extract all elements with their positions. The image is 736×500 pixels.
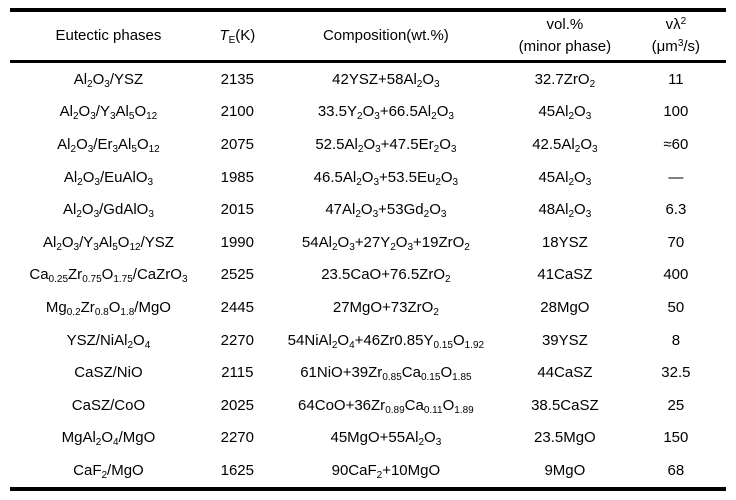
- col-header-v-lambda-squared: vλ2 (μm3/s): [625, 10, 726, 63]
- cell-vol: 28MgO: [540, 298, 590, 316]
- cell-phases: CaF2/MgO: [73, 461, 144, 481]
- cell-phases: YSZ/NiAl2O4: [66, 331, 151, 351]
- cell-vlambda: 11: [668, 70, 684, 88]
- cell-phases: Al2O3/Y3Al5O12/YSZ: [42, 233, 174, 253]
- table-row: Al2O3/Er3Al5O12 2075 52.5Al2O3+47.5Er2O3 42…: [10, 128, 726, 161]
- cell-te: 2525: [220, 266, 254, 284]
- cell-vol: 48Al2O3: [538, 201, 592, 220]
- cell-te: 2115: [221, 364, 254, 382]
- col-header-composition: Composition(wt.%): [267, 10, 505, 63]
- table-row: Al2O3/Y3Al5O12 2100 33.5Y2O3+66.5Al2O3 45Al…: [10, 96, 726, 129]
- cell-phases: Al2O3/EuAlO3: [63, 168, 154, 188]
- cell-vol: 23.5MgO: [534, 429, 596, 447]
- cell-phases: Al2O3/Y3Al5O12: [59, 103, 158, 123]
- cell-vol: 45Al2O3: [538, 103, 592, 123]
- table-row: CaSZ/NiO 2115 61NiO+39Zr0.85Ca0.15O1.85 44C…: [10, 356, 726, 389]
- col-header-eutectic-temperature: TE(K): [206, 10, 268, 63]
- cell-composition: 52.5Al2O3+47.5Er2O3: [315, 135, 457, 155]
- cell-te: 1625: [220, 461, 254, 479]
- cell-composition: 54NiAl2O4+46Zr0.85Y0.15O1.92: [287, 331, 485, 351]
- cell-phases: Al2O3/Er3Al5O12: [57, 135, 160, 155]
- cell-composition: 46.5Al2O3+53.5Eu2O3: [313, 168, 459, 188]
- cell-composition: 33.5Y2O3+66.5Al2O3: [317, 103, 454, 123]
- cell-composition: 23.5CaO+76.5ZrO2: [321, 266, 451, 286]
- cell-vlambda: 32.5: [661, 364, 691, 382]
- cell-vol: 38.5CaSZ: [531, 396, 599, 414]
- cell-phases: Al2O3/GdAlO3: [63, 201, 154, 220]
- cell-composition: 90CaF2+10MgO: [331, 461, 441, 481]
- cell-vlambda: ≈60: [663, 135, 689, 153]
- table-row: CaSZ/CoO 2025 64CoO+36Zr0.89Ca0.11O1.89 38.…: [10, 389, 726, 422]
- cell-vol: 42.5Al2O3: [532, 135, 598, 155]
- cell-composition: 45MgO+55Al2O3: [330, 429, 442, 449]
- table-row: Mg0.2Zr0.8O1.8/MgO 2445 27MgO+73ZrO2 28MgO 5…: [10, 291, 726, 324]
- cell-te: 2270: [220, 429, 254, 447]
- table-row: Al2O3/EuAlO3 1985 46.5Al2O3+53.5Eu2O3 45Al2…: [10, 161, 726, 194]
- cell-vol: 45Al2O3: [538, 168, 592, 188]
- cell-vlambda: 100: [663, 103, 689, 121]
- cell-phases: CaSZ/CoO: [71, 396, 146, 414]
- cell-vlambda: 25: [667, 396, 685, 414]
- cell-vlambda: 68: [667, 461, 685, 479]
- cell-vol: 9MgO: [544, 461, 586, 479]
- cell-vlambda: 400: [663, 266, 689, 284]
- cell-te: 2270: [220, 331, 254, 349]
- cell-te: 2075: [220, 135, 254, 153]
- table-row: Al2O3/GdAlO3 2015 47Al2O3+53Gd2O3 48Al2O3 6.…: [10, 193, 726, 226]
- col-header-vol-percent-minor-phase: vol.% (minor phase): [504, 10, 626, 63]
- cell-composition: 47Al2O3+53Gd2O3: [325, 201, 447, 220]
- cell-te: 2025: [220, 396, 254, 414]
- table-row: Ca0.25Zr0.75O1.75/CaZrO3 2525 23.5CaO+76.5…: [10, 259, 726, 292]
- table-row: MgAl2O4/MgO 2270 45MgO+55Al2O3 23.5MgO 150: [10, 422, 726, 455]
- cell-vol: 44CaSZ: [537, 364, 593, 382]
- cell-vlambda: 150: [663, 429, 689, 447]
- cell-phases: Mg0.2Zr0.8O1.8/MgO: [45, 298, 171, 318]
- cell-vlambda: 50: [667, 298, 685, 316]
- cell-te: 1985: [220, 168, 254, 186]
- cell-vlambda: 8: [671, 331, 681, 349]
- table-header-row: Eutectic phases TE(K) Composition(wt.%) …: [10, 10, 726, 63]
- cell-te: 2135: [220, 70, 254, 88]
- cell-composition: 54Al2O3+27Y2O3+19ZrO2: [301, 233, 470, 253]
- cell-vlambda: 70: [667, 233, 685, 251]
- cell-vol: 18YSZ: [541, 233, 588, 251]
- table-row: YSZ/NiAl2O4 2270 54NiAl2O4+46Zr0.85Y0.15O1…: [10, 324, 726, 357]
- cell-te: 1990: [220, 233, 254, 251]
- cell-phases: Ca0.25Zr0.75O1.75/CaZrO3: [29, 266, 188, 286]
- cell-composition: 64CoO+36Zr0.89Ca0.11O1.89: [298, 396, 474, 416]
- cell-vlambda: 6.3: [665, 201, 687, 219]
- cell-phases: MgAl2O4/MgO: [61, 429, 156, 449]
- cell-phases: CaSZ/NiO: [74, 364, 143, 382]
- cell-te: 2100: [220, 103, 254, 121]
- cell-vol: 32.7ZrO2: [534, 70, 596, 90]
- eutectic-phases-table: Eutectic phases TE(K) Composition(wt.%) …: [10, 8, 726, 491]
- table-row: CaF2/MgO 1625 90CaF2+10MgO 9MgO 68: [10, 454, 726, 489]
- cell-vlambda: —: [668, 168, 684, 186]
- cell-te: 2015: [220, 201, 254, 219]
- col-header-eutectic-phases: Eutectic phases: [10, 10, 207, 63]
- cell-te: 2445: [220, 298, 254, 316]
- cell-composition: 27MgO+73ZrO2: [332, 298, 439, 318]
- cell-composition: 42YSZ+58Al2O3: [332, 70, 440, 90]
- cell-vol: 41CaSZ: [537, 266, 593, 284]
- table-row: Al2O3/YSZ 2135 42YSZ+58Al2O3 32.7ZrO2 11: [10, 62, 726, 96]
- cell-composition: 61NiO+39Zr0.85Ca0.15O1.85: [300, 364, 472, 383]
- table-row: Al2O3/Y3Al5O12/YSZ 1990 54Al2O3+27Y2O3+19Z…: [10, 226, 726, 259]
- table-body: Al2O3/YSZ 2135 42YSZ+58Al2O3 32.7ZrO2 11 Al2O…: [10, 62, 726, 489]
- cell-phases: Al2O3/YSZ: [73, 70, 144, 90]
- cell-vol: 39YSZ: [541, 331, 588, 349]
